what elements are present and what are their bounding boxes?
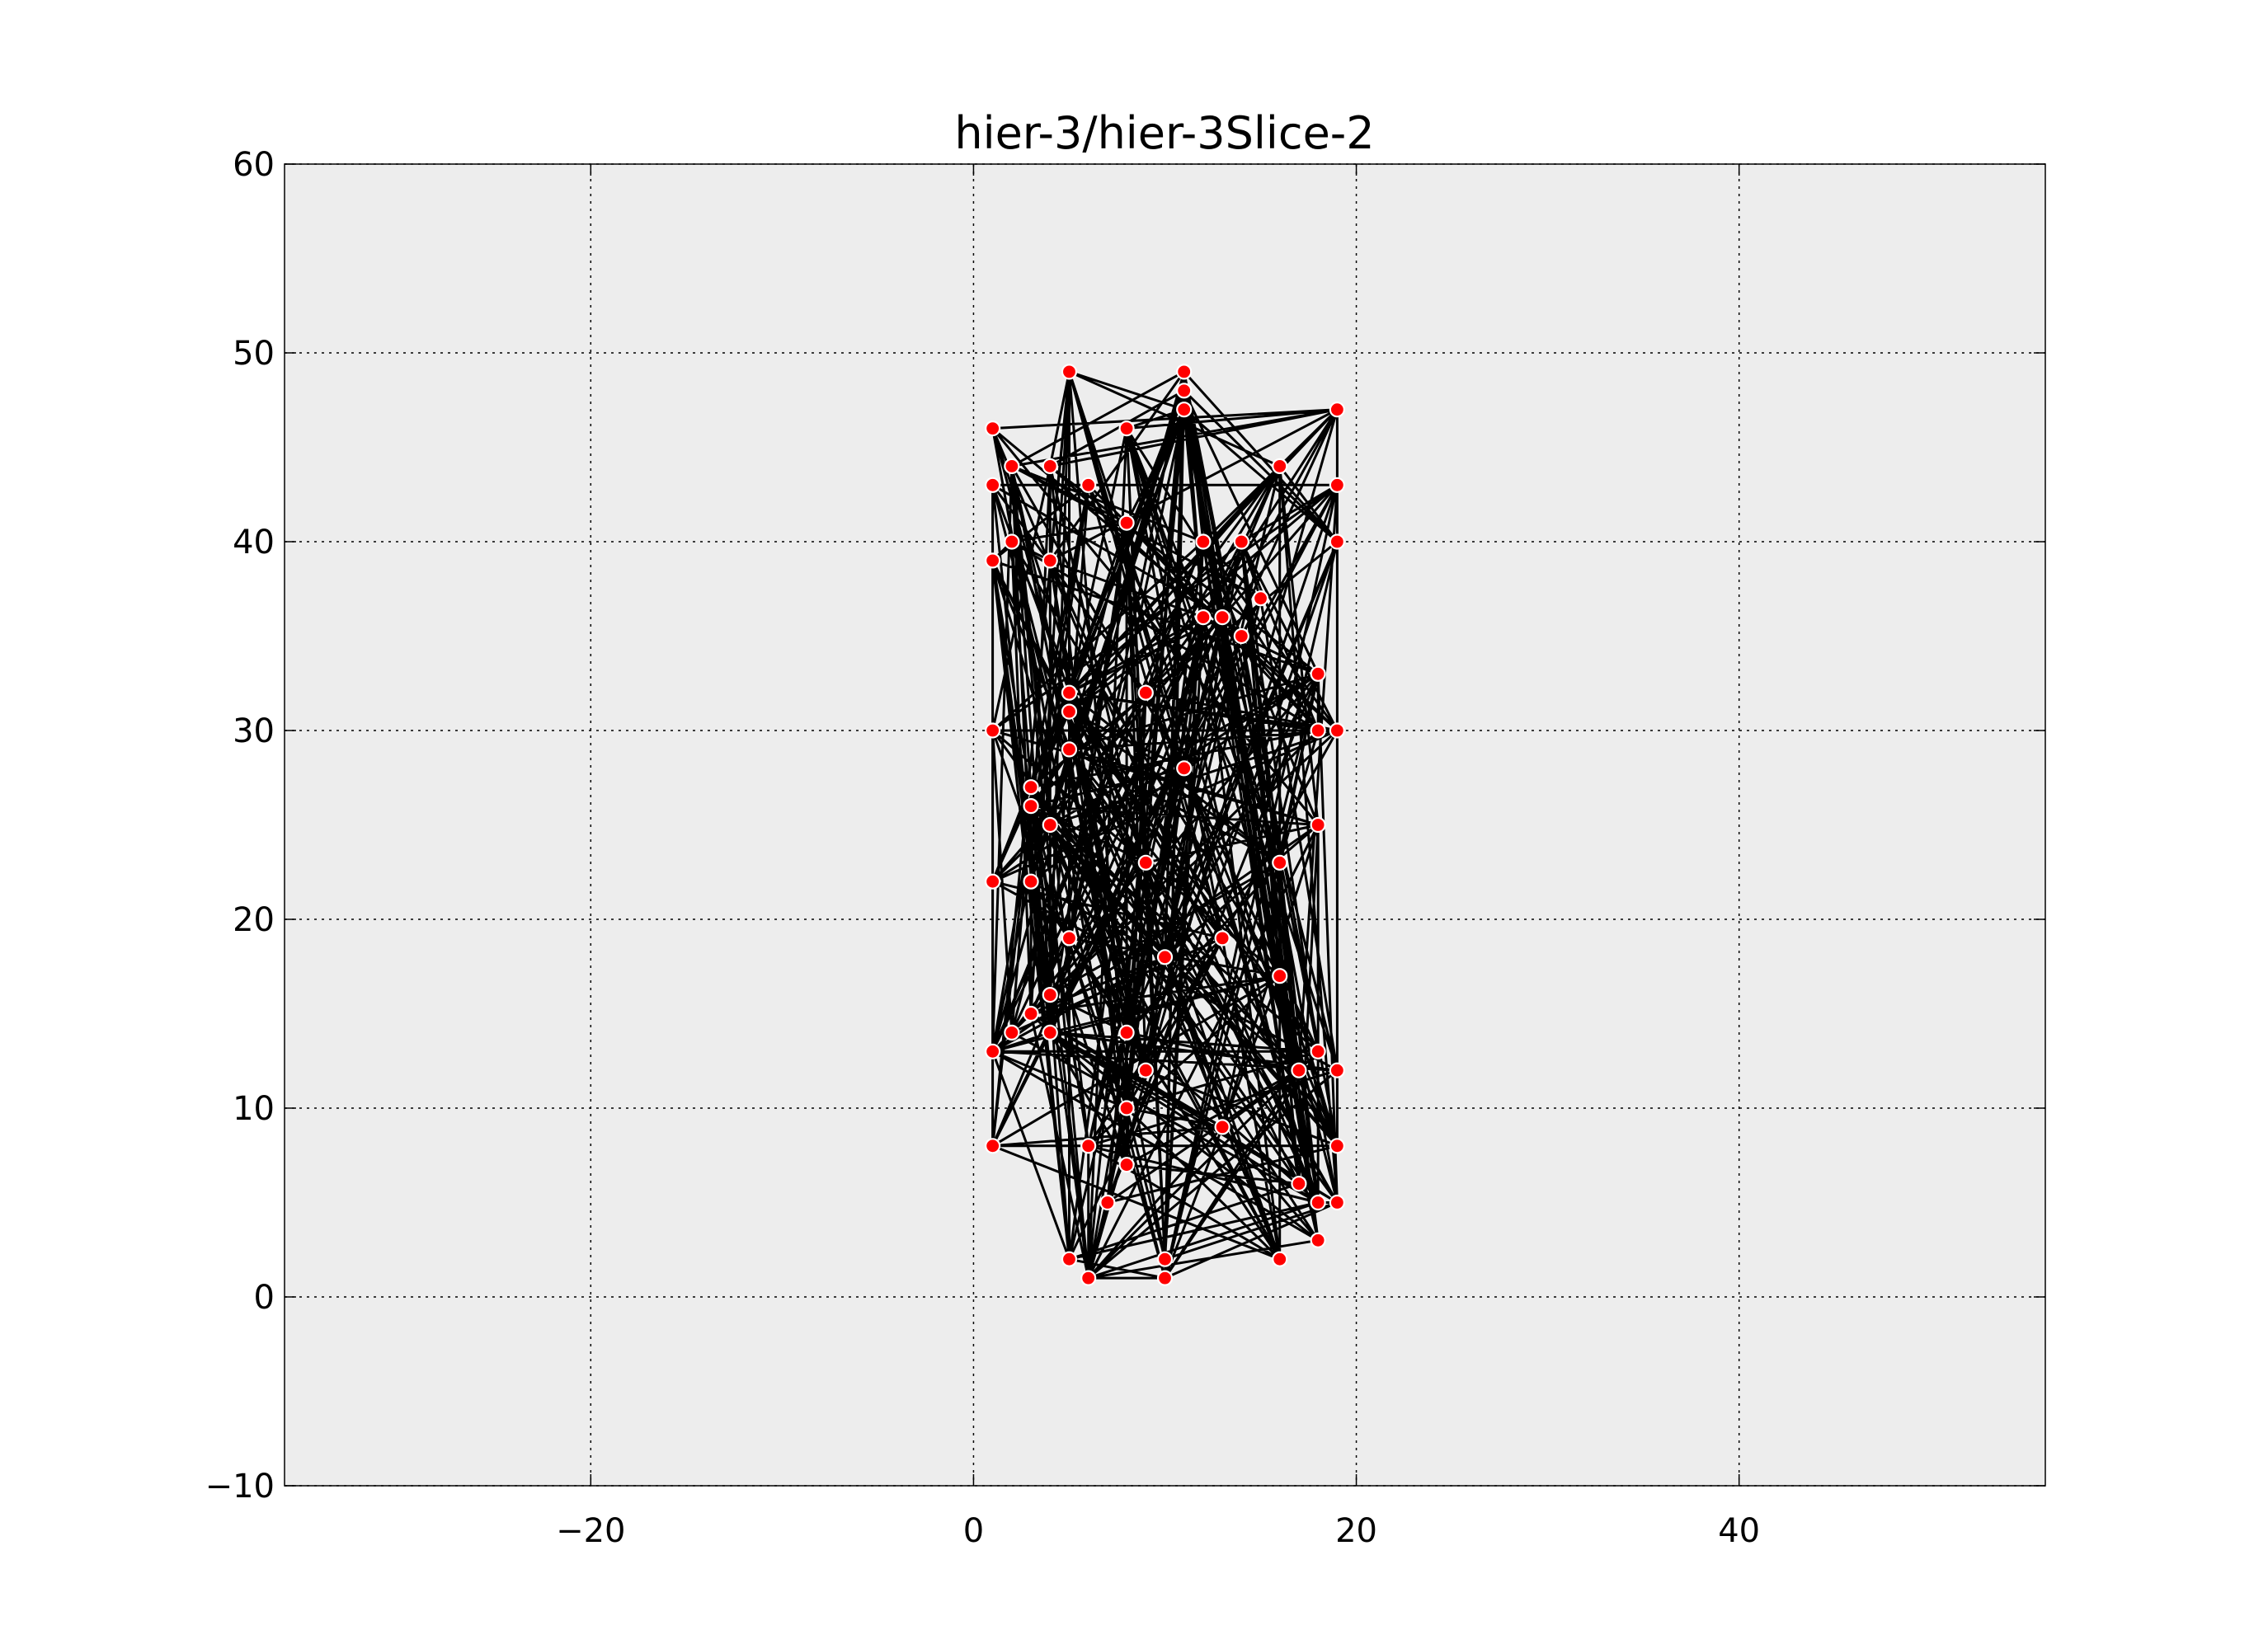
grid-lines: [285, 163, 2045, 1487]
graph-node: [1214, 1119, 1230, 1135]
graph-node: [1156, 1251, 1174, 1267]
graph-node: [1042, 816, 1058, 834]
y-tick-label: 0: [254, 1279, 275, 1317]
edge-path: [991, 370, 1339, 1280]
y-tick-label: 40: [233, 524, 275, 561]
plot-frame: [284, 163, 2046, 1487]
graph-node: [1023, 1005, 1039, 1022]
graph-node: [1176, 383, 1193, 399]
graph-node: [1118, 1157, 1135, 1173]
graph-edges: [991, 370, 1339, 1280]
graph-node: [985, 1138, 1001, 1154]
graph-node: [1329, 1062, 1345, 1078]
graph-node: [1156, 949, 1174, 965]
graph-node: [1004, 533, 1020, 550]
graph-node: [1272, 968, 1288, 984]
graph-node: [1061, 930, 1078, 947]
graph-node: [1176, 402, 1193, 418]
x-tick-label: 40: [1718, 1512, 1760, 1550]
y-tick-label: 10: [233, 1090, 275, 1128]
graph-node: [1272, 854, 1288, 871]
graph-node: [1023, 797, 1039, 815]
graph-node: [1291, 1175, 1307, 1192]
graph-node: [1042, 458, 1058, 475]
graph-node: [1310, 665, 1326, 682]
graph-node: [1176, 760, 1193, 777]
graph-node: [1329, 533, 1345, 550]
x-tick-label: 0: [963, 1512, 984, 1550]
graph-node: [1310, 722, 1326, 739]
graph-node: [1156, 1270, 1174, 1286]
graph-node: [1195, 533, 1212, 550]
graph-node: [1080, 1138, 1097, 1154]
graph-node: [1080, 1270, 1097, 1286]
graph-node: [1023, 873, 1039, 890]
graph-node: [1310, 1194, 1326, 1211]
graph-node: [985, 552, 1001, 569]
y-tick-label: 20: [233, 901, 275, 939]
graph-nodes: [985, 364, 1345, 1286]
chart-title: hier-3/hier-3Slice-2: [954, 107, 1374, 159]
y-tick-label: 50: [233, 335, 275, 373]
graph-node: [1137, 854, 1154, 871]
graph-node: [1329, 1138, 1345, 1154]
graph-node: [1310, 1232, 1326, 1248]
graph-node: [1329, 1194, 1345, 1211]
graph-node: [1310, 1043, 1326, 1059]
graph-node: [1291, 1062, 1307, 1078]
graph-node: [985, 1043, 1001, 1059]
graph-node: [985, 420, 1001, 437]
graph-node: [1195, 608, 1212, 626]
graph-node: [1310, 816, 1326, 834]
graph-node: [1118, 1024, 1135, 1041]
graph-node: [1099, 1194, 1116, 1211]
graph-node: [1233, 627, 1249, 645]
graph-node: [1118, 1100, 1135, 1116]
graph-node: [1137, 1062, 1154, 1078]
graph-node: [1061, 1251, 1078, 1267]
graph-node: [1061, 684, 1078, 701]
graph-node: [1329, 722, 1345, 739]
x-tick-label: 20: [1335, 1512, 1377, 1550]
graph-node: [1061, 703, 1078, 720]
y-tick-label: 60: [233, 146, 275, 184]
graph-node: [1137, 684, 1154, 701]
graph-node: [1176, 364, 1193, 380]
graph-node: [1214, 930, 1230, 947]
graph-node: [1080, 477, 1097, 493]
graph-node: [1004, 1024, 1020, 1041]
y-tick-label: 30: [233, 712, 275, 750]
graph-node: [985, 722, 1001, 739]
graph-node: [1252, 590, 1269, 607]
graph-node: [985, 873, 1001, 890]
axis-ticks: −20 0 20 40 −10 0 10 20 30 40 50 60: [205, 146, 2045, 1550]
graph-node: [1042, 1024, 1058, 1041]
graph-node: [1272, 1251, 1288, 1267]
graph-node: [1042, 552, 1058, 569]
graph-node: [1233, 533, 1249, 550]
graph-node: [1329, 477, 1345, 493]
graph-node: [1272, 458, 1288, 475]
graph-node: [1214, 608, 1230, 626]
graph-node: [1004, 458, 1020, 475]
graph-node: [1061, 364, 1078, 380]
graph-node: [1118, 420, 1135, 437]
y-tick-label: −10: [205, 1468, 275, 1506]
graph-node: [1329, 402, 1345, 418]
graph-node: [1042, 986, 1058, 1003]
graph-node: [985, 477, 1001, 493]
graph-node: [1061, 741, 1078, 758]
graph-node: [1023, 779, 1039, 796]
x-tick-label: −20: [556, 1512, 625, 1550]
graph-node: [1118, 514, 1135, 531]
